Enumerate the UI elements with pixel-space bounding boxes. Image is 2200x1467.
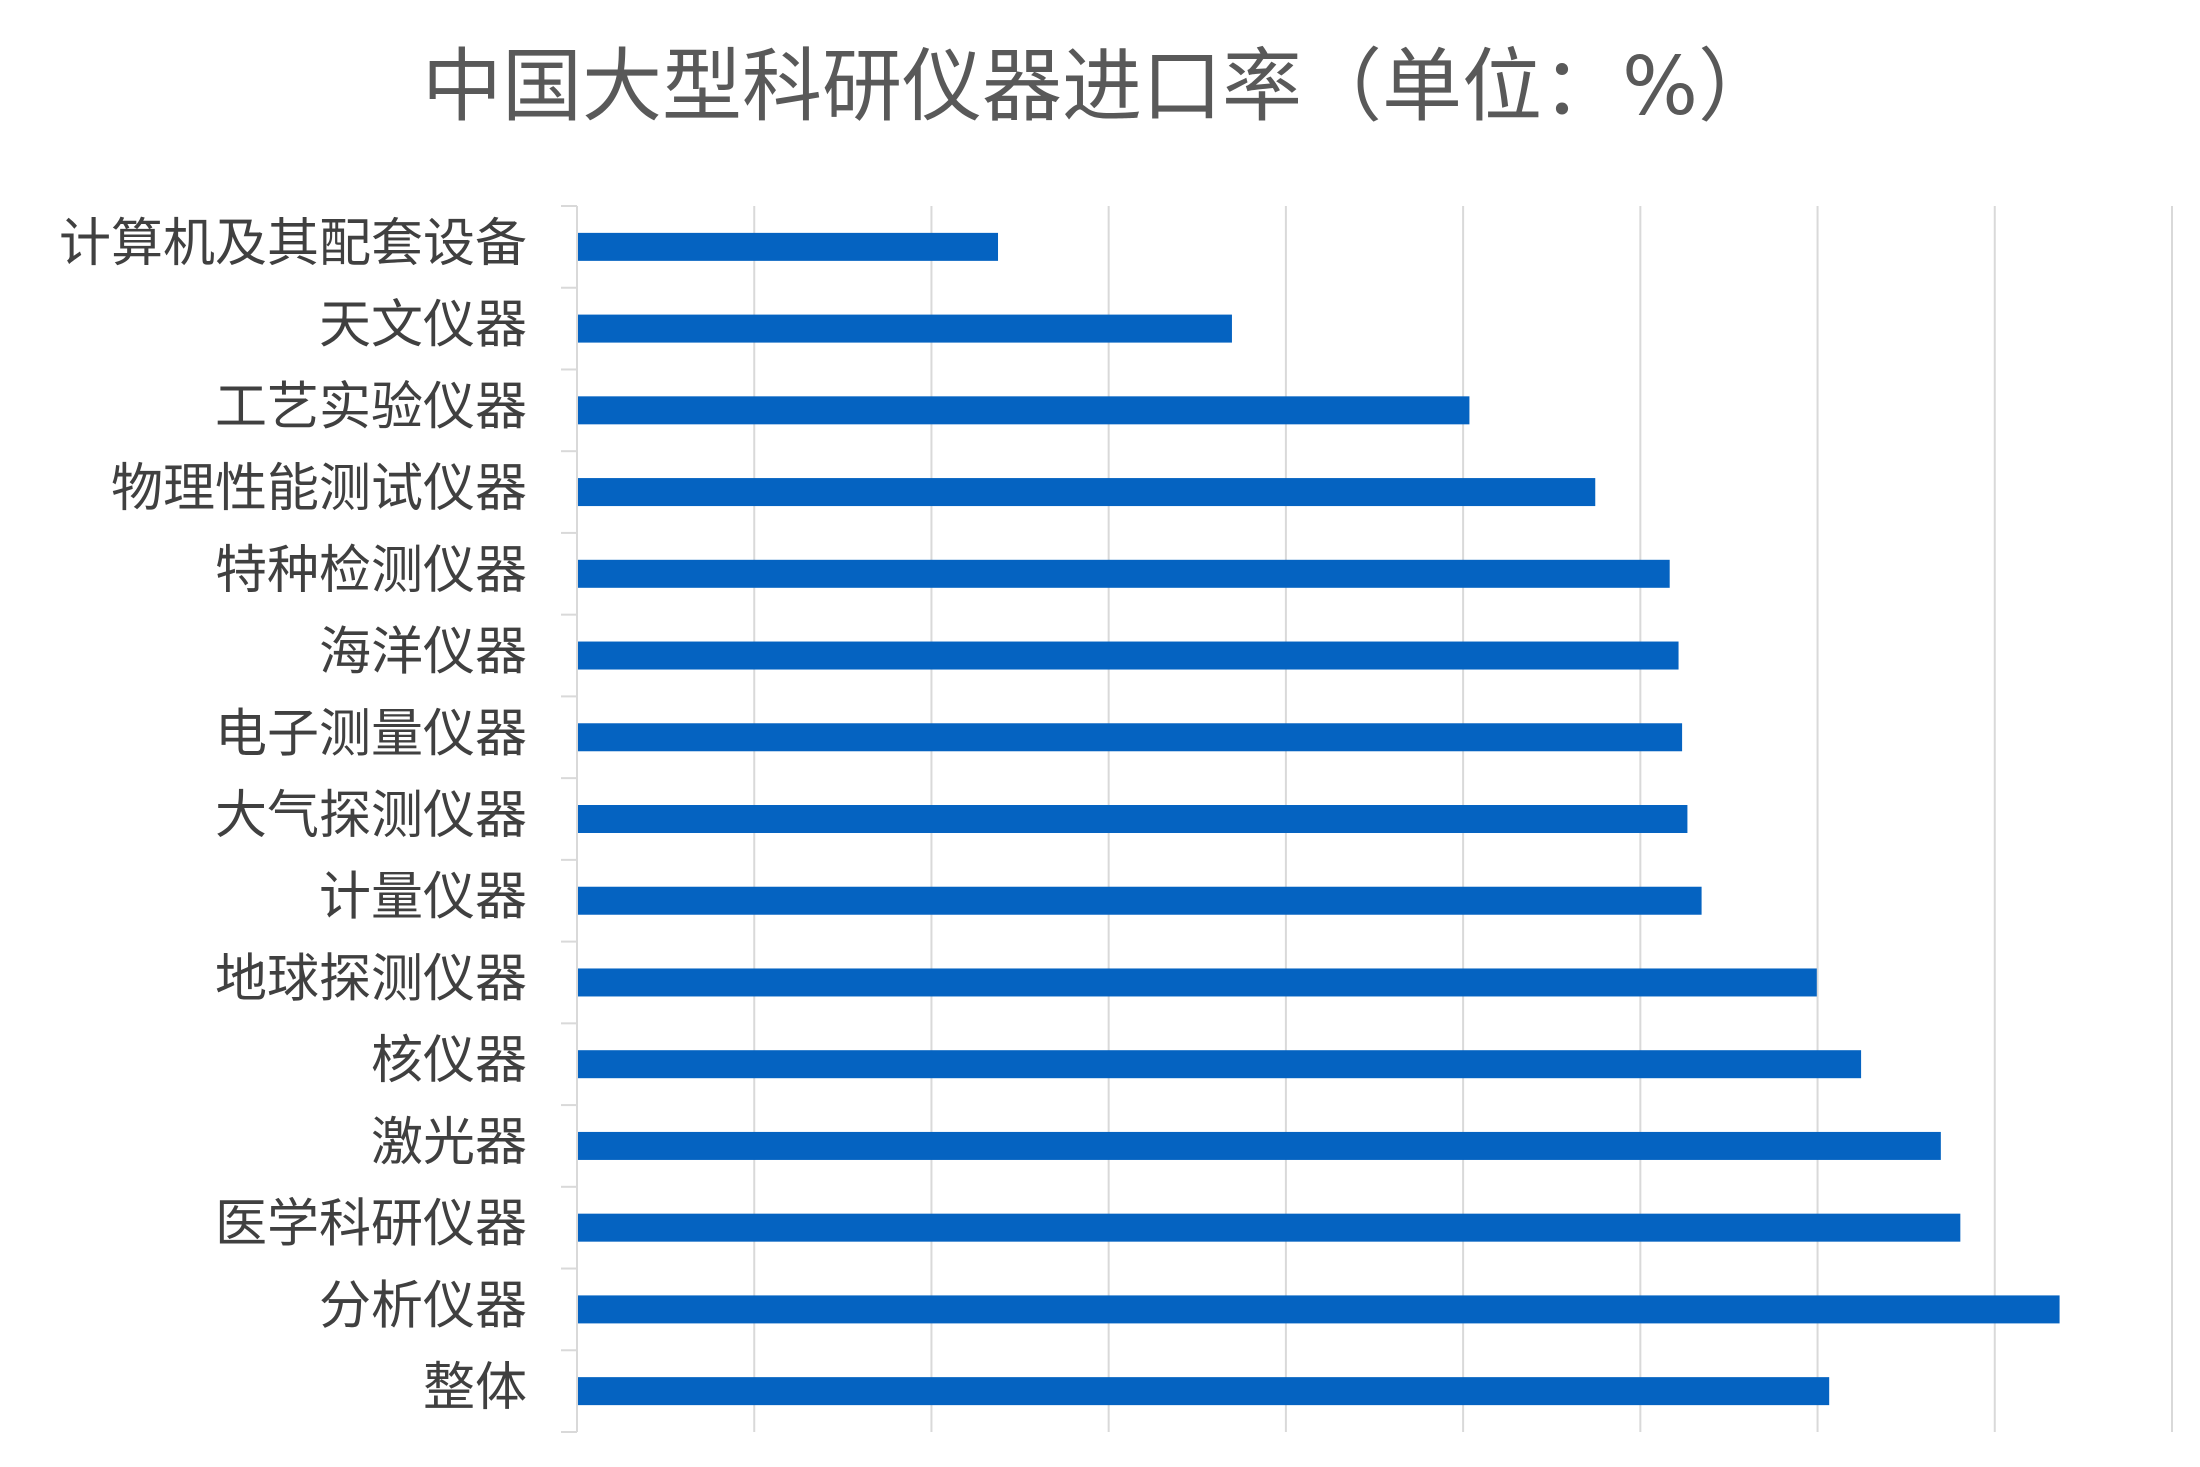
y-tick-label: 计量仪器: [319, 868, 527, 928]
y-tick-label: 激光器: [371, 1113, 527, 1173]
y-tick-label: 地球探测仪器: [215, 949, 527, 1009]
bar: [578, 396, 1470, 425]
bar: [578, 886, 1702, 915]
bar: [578, 1213, 1961, 1242]
y-tick-label: 物理性能测试仪器: [111, 459, 527, 519]
chart-title: 中国大型科研仪器进口率（单位：%）: [422, 40, 1778, 133]
y-tick-label: 天文仪器: [319, 296, 527, 356]
bar: [578, 232, 999, 261]
bar: [578, 1295, 2060, 1324]
bar: [578, 805, 1688, 833]
y-tick-label: 整体: [423, 1358, 527, 1418]
y-tick-label: 核仪器: [371, 1031, 527, 1091]
bar: [578, 723, 1683, 752]
bar: [578, 641, 1679, 670]
y-tick-label: 电子测量仪器: [215, 704, 527, 764]
y-tick-label: 计算机及其配套设备: [59, 214, 527, 274]
y-tick-label: 工艺实验仪器: [215, 377, 527, 437]
y-tick-label: 大气探测仪器: [215, 786, 527, 846]
y-tick-label: 分析仪器: [319, 1276, 527, 1336]
y-tick-label: 医学科研仪器: [215, 1195, 527, 1255]
bar: [578, 559, 1670, 588]
bar: [578, 1377, 1830, 1406]
bar: [578, 1050, 1862, 1079]
bar: [578, 478, 1596, 507]
y-tick-label: 海洋仪器: [319, 623, 527, 683]
bar: [578, 968, 1817, 997]
bar: [578, 314, 1232, 343]
bar: [578, 1131, 1941, 1160]
y-tick-label: 特种检测仪器: [215, 541, 527, 601]
